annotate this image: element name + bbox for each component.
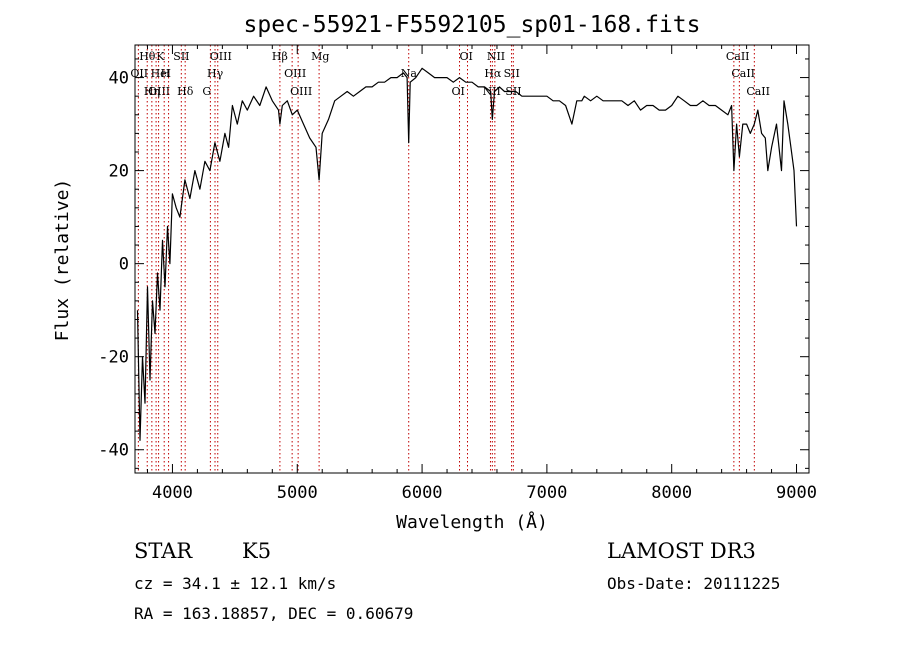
survey-name: LAMOST DR3	[607, 539, 756, 563]
line-marker-label: H	[161, 67, 171, 80]
line-marker-label: OI	[460, 50, 473, 63]
line-marker-label: G	[202, 85, 211, 98]
line-marker-label: OI	[452, 85, 465, 98]
y-axis-label: Flux (relative)	[52, 179, 73, 342]
y-tick-label: -40	[98, 441, 129, 461]
line-marker-label: Hγ	[207, 67, 224, 80]
line-marker-label: Mg	[311, 50, 329, 63]
line-marker-label: Hβ	[272, 50, 288, 63]
line-marker-label: CaII	[746, 85, 770, 98]
line-marker-label: CaII	[726, 50, 750, 63]
x-tick-label: 6000	[402, 483, 443, 503]
y-tick-label: -20	[98, 348, 129, 368]
line-marker-label: NII	[487, 50, 505, 63]
x-tick-label: 4000	[152, 483, 193, 503]
line-marker-label: Hα	[484, 67, 502, 80]
line-marker-label: Hη	[144, 85, 160, 98]
y-tick-label: 40	[109, 69, 129, 89]
line-marker-label: Hθ	[139, 50, 156, 63]
x-tick-label: 9000	[776, 483, 817, 503]
y-tick-label: 20	[109, 162, 129, 182]
line-marker-label: OIII	[290, 85, 312, 98]
object-subclass: K5	[242, 539, 272, 563]
plot-frame	[134, 44, 810, 474]
line-marker-label: SII	[504, 67, 520, 80]
y-tick-label: 0	[119, 255, 129, 275]
line-marker-label: OIII	[210, 50, 232, 63]
line-marker-label: K	[156, 50, 165, 63]
redshift-text: cz = 34.1 ± 12.1 km/s	[134, 574, 337, 593]
axes: 4000 5000 6000 7000 8000 9000 -40 -20 0 20 40	[98, 44, 817, 503]
line-marker-label: CaII	[731, 67, 755, 80]
x-tick-label: 7000	[526, 483, 567, 503]
chart-title: spec-55921-F5592105_sp01-168.fits	[244, 12, 701, 38]
line-marker-label: OIII	[284, 67, 306, 80]
line-marker-label: OIII	[148, 85, 170, 98]
x-tick-label: 5000	[277, 483, 318, 503]
line-marker-label: Hδ	[177, 85, 194, 98]
spectrum-line	[136, 67, 798, 441]
x-axis-label: Wavelength (Å)	[396, 511, 548, 533]
line-marker-label: Na	[401, 67, 418, 80]
line-marker-label: SII	[173, 50, 189, 63]
line-markers: HθOIIOIIIKHeIHηSIIHHδOIIIHγGHβOIIIOIIIMg…	[130, 45, 770, 473]
obs-date-text: Obs-Date: 20111225	[607, 574, 781, 593]
coords-text: RA = 163.18857, DEC = 0.60679	[134, 604, 414, 623]
plot-area	[136, 67, 798, 441]
x-tick-label: 8000	[651, 483, 692, 503]
object-class: STAR	[134, 539, 193, 563]
line-marker-label: HeI	[151, 67, 171, 80]
